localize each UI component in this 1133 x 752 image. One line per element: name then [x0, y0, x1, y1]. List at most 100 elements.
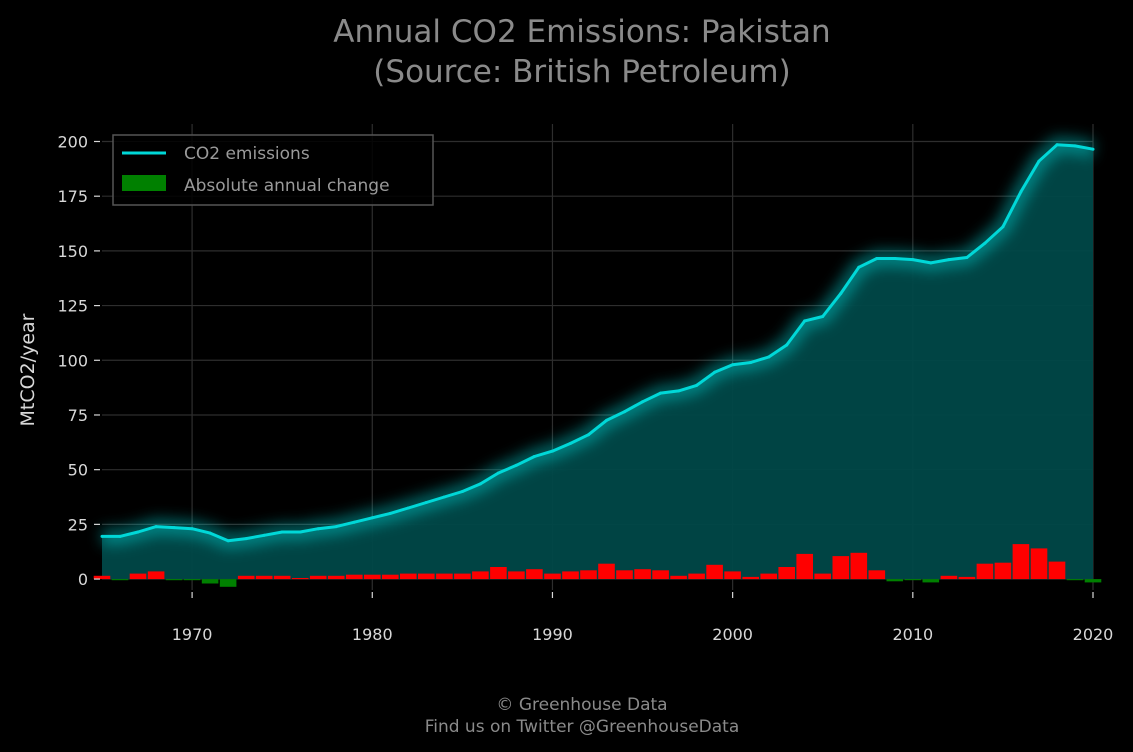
annual-change-bar — [1084, 579, 1102, 583]
annual-change-bar — [688, 573, 705, 580]
bars — [93, 544, 1102, 587]
emissions-point — [334, 525, 338, 529]
annual-change-bar — [724, 571, 741, 580]
emissions-line — [102, 143, 1094, 543]
emissions-point — [316, 527, 320, 531]
annual-change-bar — [400, 573, 417, 580]
annual-change-bar — [472, 571, 489, 580]
annual-change-bar — [976, 563, 994, 579]
annual-change-bar — [526, 569, 543, 579]
annual-change-bar — [886, 579, 904, 582]
annual-change-bar — [490, 567, 507, 579]
emissions-point — [677, 389, 681, 393]
emissions-point — [478, 482, 482, 486]
y-tick-label: 75 — [68, 406, 88, 425]
annual-change-bar — [418, 573, 435, 580]
annual-change-bar — [652, 570, 669, 580]
annual-change-bar — [165, 579, 183, 581]
emissions-point — [280, 530, 284, 534]
emissions-point — [406, 506, 410, 510]
emissions-point — [388, 511, 392, 515]
emissions-point — [208, 531, 212, 535]
emissions-point — [244, 537, 248, 541]
x-tick-label: 2000 — [712, 625, 753, 644]
annual-change-bar — [616, 570, 633, 580]
y-tick-label: 25 — [68, 515, 88, 534]
emissions-point — [136, 530, 140, 534]
emissions-point — [1055, 143, 1059, 147]
annual-change-bar — [1030, 548, 1048, 579]
annual-change-bar — [904, 579, 922, 581]
emissions-point — [983, 241, 987, 245]
footer-copyright: © Greenhouse Data — [496, 695, 667, 715]
emissions-point — [1091, 147, 1095, 151]
emissions-point — [514, 463, 518, 467]
emissions-point — [803, 319, 807, 323]
emissions-point — [190, 527, 194, 531]
emissions-point — [641, 400, 644, 404]
emissions-area-fill — [102, 144, 1093, 580]
emissions-point — [731, 363, 735, 367]
emissions-point — [893, 257, 897, 260]
annual-change-bar — [544, 573, 561, 580]
annual-change-bar — [183, 579, 201, 581]
x-tick-label: 2010 — [892, 625, 933, 644]
annual-change-bar — [868, 570, 886, 580]
legend: CO2 emissions Absolute annual change — [112, 134, 434, 206]
annual-change-bar — [598, 563, 615, 579]
emissions-point — [262, 533, 266, 537]
annual-change-bar — [436, 573, 453, 580]
annual-change-bar — [742, 576, 759, 580]
annual-change-bar — [364, 574, 381, 580]
legend-box — [112, 134, 434, 206]
emissions-point — [460, 490, 464, 493]
emissions-point — [100, 534, 104, 538]
annual-change-bar — [129, 573, 147, 580]
emissions-point — [496, 471, 500, 475]
annual-change-bar — [580, 570, 597, 580]
emissions-point — [587, 433, 590, 437]
annual-change-bar — [291, 578, 309, 580]
annual-change-bar — [309, 575, 327, 580]
x-tick-label: 1970 — [172, 625, 213, 644]
emissions-point — [442, 495, 446, 499]
annual-change-bar — [562, 571, 579, 580]
emissions-point — [1019, 190, 1023, 194]
annual-change-bar — [1012, 544, 1030, 580]
annual-change-bar — [778, 567, 795, 579]
y-tick-label: 125 — [57, 297, 88, 316]
annual-change-bar — [922, 579, 940, 583]
emissions-point — [172, 526, 176, 530]
annual-change-bar — [454, 573, 471, 580]
y-tick-label: 150 — [57, 242, 88, 261]
footer-twitter: Find us on Twitter @GreenhouseData — [425, 717, 740, 737]
emissions-point — [965, 256, 969, 259]
annual-change-bar — [940, 575, 958, 580]
emissions-point — [298, 530, 302, 534]
emissions-point — [551, 449, 554, 453]
annual-change-bar — [201, 579, 219, 584]
x-tick-label: 2020 — [1073, 625, 1114, 644]
y-axis-label: MtCO2/year — [17, 313, 39, 426]
legend-bar-swatch — [122, 175, 166, 191]
annual-change-bar — [796, 553, 813, 580]
annual-change-bar — [111, 579, 129, 581]
annual-change-bar — [634, 569, 651, 579]
annual-change-bar — [382, 574, 399, 580]
annual-change-bar — [346, 574, 363, 580]
emissions-point — [713, 370, 717, 374]
emissions-point — [1001, 225, 1005, 229]
annual-change-bar — [994, 562, 1012, 580]
emissions-point — [1037, 159, 1041, 163]
legend-label-emissions: CO2 emissions — [184, 144, 310, 164]
emissions-point — [839, 292, 843, 296]
x-tick-label: 1990 — [532, 625, 573, 644]
emissions-point — [623, 410, 626, 414]
x-ticks: 1970 1980 1990 2000 2010 2020 — [172, 592, 1114, 644]
plot-area — [102, 144, 1093, 580]
y-tick-label: 175 — [57, 187, 88, 206]
emissions-point — [947, 258, 951, 262]
chart-title-line2: (Source: British Petroleum) — [373, 54, 790, 90]
y-tick-label: 50 — [68, 461, 88, 480]
